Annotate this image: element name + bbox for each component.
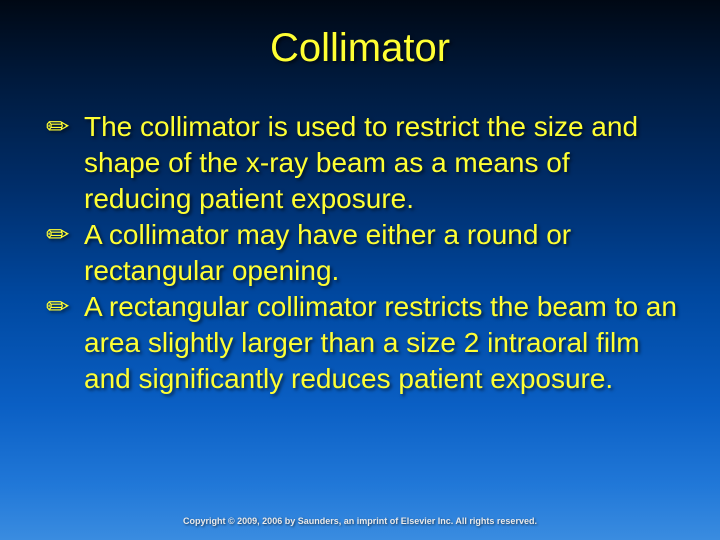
bullet-icon: ✏ [40,217,84,253]
slide-body: ✏ The collimator is used to restrict the… [0,71,720,397]
list-item: ✏ The collimator is used to restrict the… [40,109,680,217]
bullet-icon: ✏ [40,289,84,325]
bullet-text: A collimator may have either a round or … [84,217,680,289]
list-item: ✏ A collimator may have either a round o… [40,217,680,289]
slide-title: Collimator [0,0,720,71]
bullet-text: A rectangular collimator restricts the b… [84,289,680,397]
bullet-text: The collimator is used to restrict the s… [84,109,680,217]
bullet-icon: ✏ [40,109,84,145]
copyright-footer: Copyright © 2009, 2006 by Saunders, an i… [0,516,720,526]
list-item: ✏ A rectangular collimator restricts the… [40,289,680,397]
